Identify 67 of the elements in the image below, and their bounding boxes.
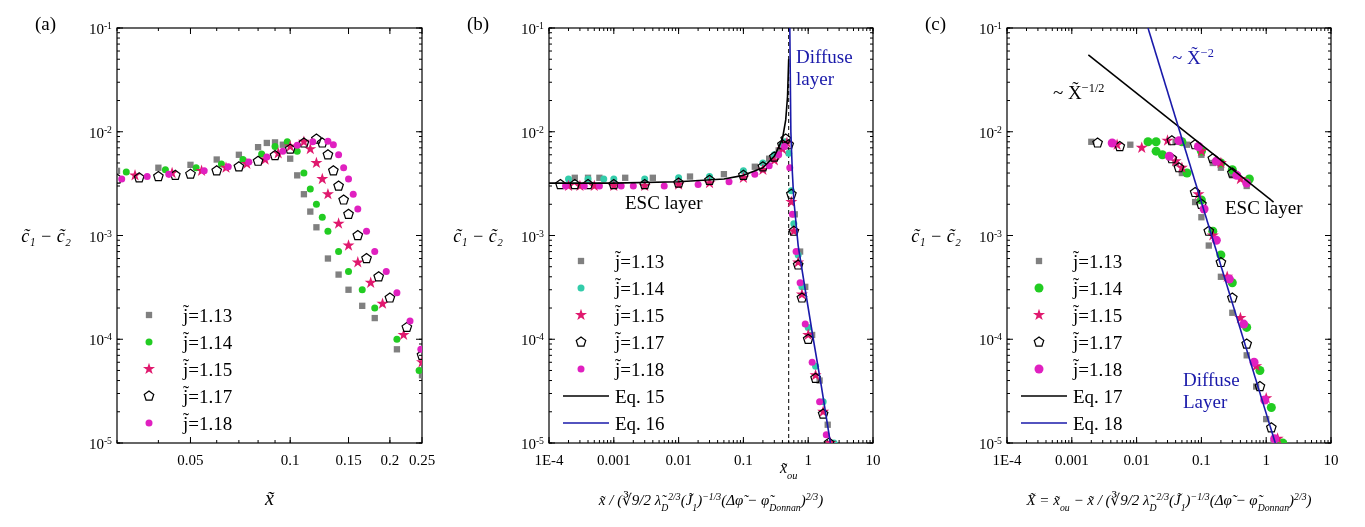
y-tick-label: 10$^{-1}$ xyxy=(520,19,545,37)
x-tick-label: 1E-4 xyxy=(534,452,565,468)
legend-label: j̃=1.15 xyxy=(1072,304,1123,326)
text: x̃ / (∛9/2 λ̃$_{D}$$^{2/3}$(J̃$_{1}$)$^{−1/3}$(Δφ̃ − φ̃$_{Donnan}$)$^{2/3}$) xyxy=(598,490,824,513)
legend-label: j̃=1.13 xyxy=(1072,250,1123,272)
annotation: ESC layer xyxy=(625,192,704,213)
legend-label: j̃=1.18 xyxy=(614,358,665,380)
y-tick-label: 10$^{-4}$ xyxy=(88,330,113,349)
annotation: ~ X̃$^{−1/2}$ xyxy=(1053,81,1105,103)
chart-title: (b) xyxy=(467,13,490,35)
legend-label: j̃=1.14 xyxy=(182,331,233,353)
y-axis-title: c̃₁ − c̃₂ xyxy=(453,225,503,246)
x-tick-label: 0.001 xyxy=(596,452,631,468)
legend-label: j̃=1.15 xyxy=(182,358,233,380)
y-tick-label: 10$^{-2}$ xyxy=(88,123,113,141)
y-tick-label: 10$^{-5}$ xyxy=(520,434,545,452)
y-tick-label: 10$^{-4}$ xyxy=(520,330,545,349)
x-tick-label: 0.25 xyxy=(408,452,436,468)
legend-label: j̃=1.13 xyxy=(614,250,665,272)
legend-label: j̃=1.14 xyxy=(614,277,665,299)
y-tick-label: 10$^{-3}$ xyxy=(88,227,113,245)
legend-label: j̃=1.18 xyxy=(1072,358,1123,380)
x-tick-label: 0.1 xyxy=(280,452,300,468)
x-tick-label: 1 xyxy=(1262,452,1270,468)
x-tick-label: 0.01 xyxy=(665,452,692,468)
y-tick-label: 10$^{-2}$ xyxy=(978,123,1003,141)
legend-label: Eq. 15 xyxy=(615,386,665,407)
x-tick-label: 0.001 xyxy=(1054,452,1089,468)
y-tick-label: 10$^{-1}$ xyxy=(88,19,113,37)
y-tick-label: 10$^{-5}$ xyxy=(88,434,113,452)
y-tick-label: 10$^{-1}$ xyxy=(978,19,1003,37)
ref-line-label: x̃$_{ou}$ xyxy=(778,459,798,481)
legend-label: j̃=1.15 xyxy=(614,304,665,326)
y-tick-label: 10$^{-5}$ xyxy=(978,434,1003,452)
legend-label: j̃=1.13 xyxy=(182,304,233,326)
annotation: ESC layer xyxy=(1225,197,1304,218)
legend-label: j̃=1.17 xyxy=(1072,331,1123,353)
text: X̃ = x̃$_{ou}$ − x̃ / (∛9/2 λ̃$_{D}$$^{2/3}$(J̃$_{1}$)$^{−1/3}$(Δφ̃ − φ̃$_{Donnan}$)$^{2/3}$) xyxy=(1026,490,1312,513)
x-tick-label: 0.1 xyxy=(1192,452,1211,468)
annotation: Diffuse Layer xyxy=(1183,369,1240,412)
y-tick-label: 10$^{-4}$ xyxy=(978,330,1003,349)
x-tick-label: 10 xyxy=(1323,452,1339,468)
legend-label: j̃=1.18 xyxy=(182,412,233,434)
x-tick-label: 1 xyxy=(804,452,812,468)
legend-label: Eq. 16 xyxy=(615,413,665,434)
legend-label: j̃=1.14 xyxy=(1072,277,1123,299)
x-tick-label: 0.2 xyxy=(380,452,400,468)
y-tick-label: 10$^{-3}$ xyxy=(978,227,1003,245)
x-tick-label: 0.01 xyxy=(1123,452,1150,468)
x-tick-label: 1E-4 xyxy=(992,452,1023,468)
x-tick-label: 10 xyxy=(865,452,881,468)
x-tick-label: 0.15 xyxy=(335,452,362,468)
y-axis-title: c̃₁ − c̃₂ xyxy=(911,225,961,246)
annotation: ~ X̃$^{−2}$ xyxy=(1172,46,1214,68)
x-axis-title: x̃ xyxy=(264,487,275,509)
chart-title: (c) xyxy=(925,13,947,35)
y-axis-title: c̃₁ − c̃₂ xyxy=(21,225,71,246)
y-tick-label: 10$^{-2}$ xyxy=(520,123,545,141)
chart-title: (a) xyxy=(35,13,57,35)
legend-label: j̃=1.17 xyxy=(182,385,233,407)
annotation: Diffuse layer xyxy=(796,46,853,89)
x-tick-label: 0.05 xyxy=(177,452,204,468)
legend-label: j̃=1.17 xyxy=(614,331,665,353)
x-tick-label: 0.1 xyxy=(734,452,753,468)
y-tick-label: 10$^{-3}$ xyxy=(520,227,545,245)
legend-label: Eq. 18 xyxy=(1073,413,1123,434)
legend-label: Eq. 17 xyxy=(1073,386,1123,407)
